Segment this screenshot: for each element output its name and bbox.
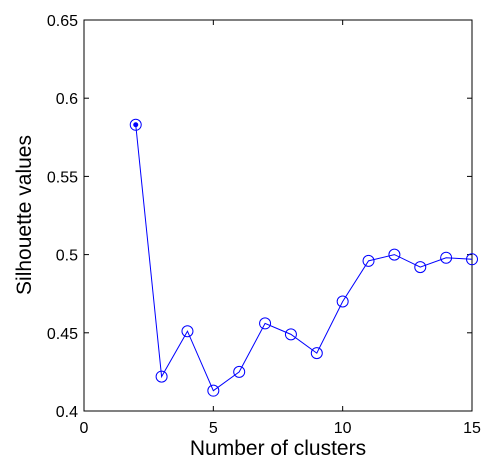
data-point [155, 370, 168, 383]
data-point [181, 325, 194, 338]
y-tick-label: 0.4 [56, 404, 78, 421]
data-point [362, 254, 375, 267]
data-point [466, 253, 478, 266]
x-axis-title: Number of clusters [190, 437, 366, 460]
data-point [414, 261, 427, 274]
y-tick-label: 0.65 [47, 13, 78, 30]
data-point [284, 328, 297, 341]
data-point [129, 118, 142, 131]
data-point [233, 365, 246, 378]
data-point [310, 347, 323, 360]
x-axis-ticks: 0 5 10 15 [80, 20, 481, 437]
data-point [336, 295, 349, 308]
x-tick-label: 15 [463, 420, 481, 437]
series-points [129, 118, 478, 397]
x-tick-label: 10 [334, 420, 352, 437]
plot-area [83, 19, 473, 412]
y-axis-ticks: 0.4 0.45 0.5 0.55 0.6 0.65 [47, 13, 472, 421]
y-tick-label: 0.45 [47, 326, 78, 343]
x-tick-label: 0 [80, 420, 89, 437]
y-tick-label: 0.6 [56, 91, 78, 108]
y-axis-title: Silhouette values [13, 135, 36, 295]
data-point [207, 384, 220, 397]
y-tick-label: 0.55 [47, 169, 78, 186]
data-point-highlight [133, 122, 139, 128]
y-tick-label: 0.5 [56, 248, 78, 265]
x-tick-label: 5 [209, 420, 218, 437]
data-point [388, 248, 401, 261]
data-point [440, 251, 453, 264]
series-line [135, 124, 473, 392]
data-point [259, 317, 272, 330]
